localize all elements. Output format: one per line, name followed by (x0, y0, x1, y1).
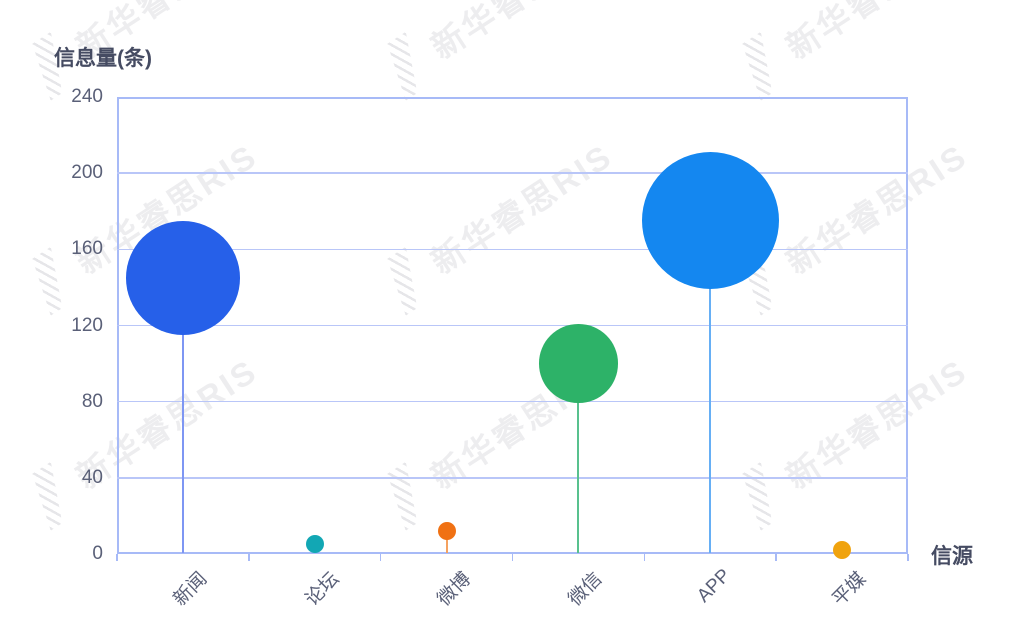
gridline (117, 477, 908, 479)
axis-tick (379, 554, 382, 561)
gridline (117, 248, 908, 251)
chart-bubble[interactable] (641, 152, 779, 290)
x-tick-label: 平媒 (828, 568, 871, 611)
axis-tick (775, 554, 777, 561)
stem-line (577, 363, 580, 553)
axis-tick (511, 554, 514, 561)
watermark-unit: 新华睿思RIS (722, 0, 978, 105)
x-tick-label: 论坛 (301, 568, 344, 611)
watermark-text: 新华睿思RIS (775, 0, 976, 68)
x-tick-label: 微信 (565, 568, 607, 611)
watermark-text: 新华睿思RIS (420, 0, 621, 68)
axis-tick (248, 554, 250, 561)
axis-tick (643, 554, 646, 561)
chart-bubble[interactable] (539, 324, 618, 403)
axis-tick (907, 554, 909, 561)
gridline (117, 400, 908, 403)
x-tick-label: APP (693, 565, 736, 607)
y-tick-label: 80 (81, 390, 103, 412)
chart-bubble[interactable] (126, 221, 240, 335)
y-tick-label: 160 (71, 238, 103, 260)
y-tick-label: 120 (71, 314, 103, 336)
stem-line (709, 220, 712, 553)
chart-bubble[interactable] (305, 535, 324, 554)
y-tick-label: 40 (81, 466, 103, 488)
gridline (117, 172, 908, 174)
axis-tick (116, 554, 118, 561)
y-axis-title: 信息量(条) (54, 47, 152, 70)
y-tick-label: 0 (92, 543, 103, 564)
x-tick-label: 微博 (433, 568, 475, 611)
chart-bubble[interactable] (833, 541, 852, 560)
gridline (117, 324, 908, 327)
y-tick-label: 240 (71, 86, 103, 107)
chart-bubble[interactable] (437, 522, 456, 541)
y-tick-label: 200 (71, 162, 103, 184)
stem-line (445, 531, 448, 553)
stem-line (181, 277, 184, 553)
watermark-logo-icon (367, 32, 437, 106)
x-tick-label: 新闻 (169, 568, 212, 611)
watermark-logo-icon (722, 32, 792, 106)
x-axis-title: 信源 (931, 545, 973, 568)
watermark-unit: 新华睿思RIS (367, 0, 623, 105)
